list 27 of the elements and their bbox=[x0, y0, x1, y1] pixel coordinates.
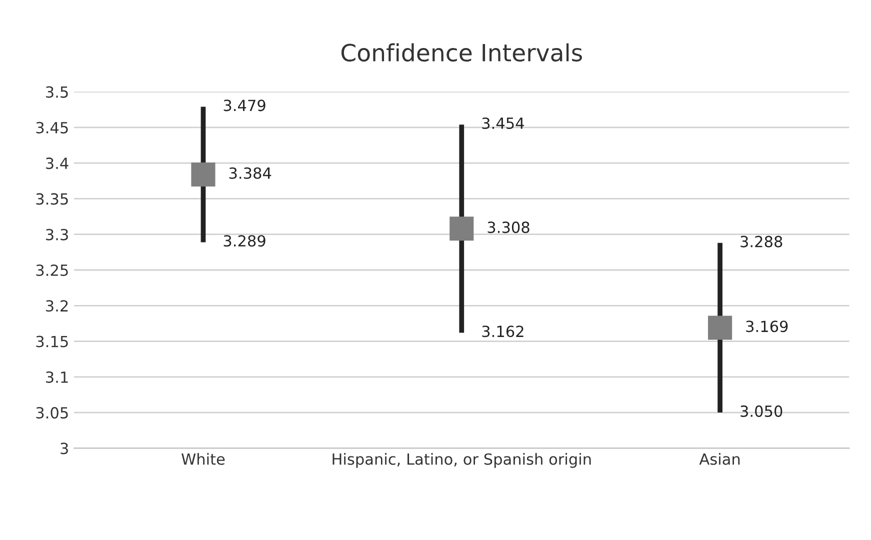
point bbox=[450, 216, 474, 241]
annotation: 3.454 bbox=[482, 117, 524, 130]
x-tick-label: Asian bbox=[699, 453, 740, 465]
data-label: 3.384 bbox=[229, 167, 272, 179]
annotation: 3.162 bbox=[482, 326, 524, 338]
y-tick-label: 3.2 bbox=[46, 300, 68, 312]
data-label: 3.308 bbox=[488, 222, 530, 234]
annotation: 3.289 bbox=[224, 235, 266, 247]
annotation: 3.288 bbox=[740, 236, 782, 248]
y-tick-label: 3 bbox=[60, 442, 68, 454]
x-tick-label: White bbox=[182, 453, 225, 465]
data-label: 3.169 bbox=[746, 320, 788, 332]
chart-title: Confidence Intervals bbox=[341, 43, 582, 62]
point bbox=[191, 162, 216, 187]
y-tick-label: 3.05 bbox=[36, 407, 68, 419]
y-tick-label: 3.35 bbox=[36, 193, 68, 205]
y-tick-label: 3.4 bbox=[46, 158, 68, 170]
y-tick-label: 3.5 bbox=[46, 86, 68, 98]
annotation: 3.050 bbox=[740, 405, 782, 417]
x-tick-label: Hispanic, Latino, or Spanish origin bbox=[332, 453, 591, 468]
y-tick-label: 3.1 bbox=[46, 371, 68, 383]
y-tick-label: 3.15 bbox=[36, 336, 68, 348]
y-tick-label: 3.45 bbox=[36, 122, 68, 134]
point bbox=[708, 316, 732, 340]
annotation: 3.479 bbox=[224, 100, 266, 112]
y-tick-label: 3.3 bbox=[46, 228, 68, 240]
y-tick-label: 3.25 bbox=[36, 264, 68, 276]
